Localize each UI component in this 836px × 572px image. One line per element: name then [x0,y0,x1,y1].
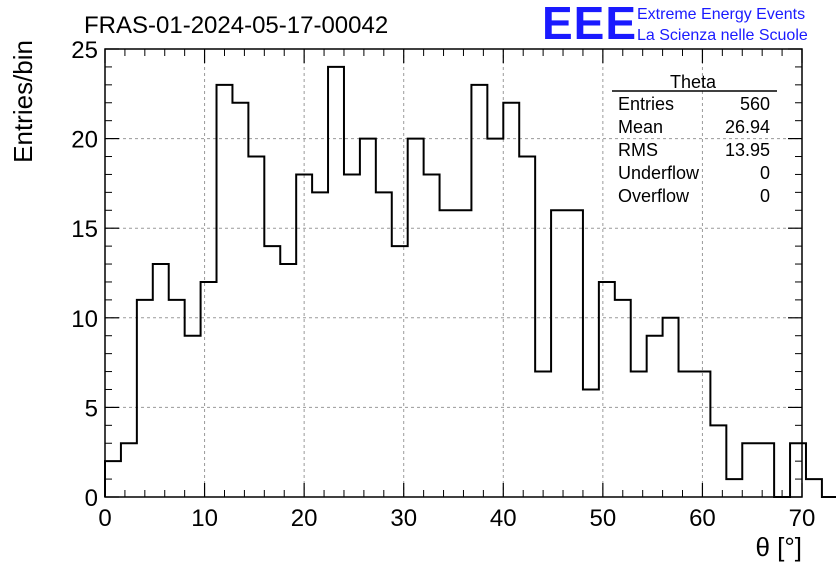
y-tick-label: 0 [85,485,98,512]
histogram-bin [631,372,647,497]
x-axis-title: θ [°] [755,532,802,562]
x-tick-label: 60 [689,505,716,532]
histogram-bin [217,85,233,497]
stats-label-underflow: Underflow [618,163,700,183]
y-tick-label: 20 [71,127,98,154]
stats-value-underflow: 0 [760,163,770,183]
histogram-bin [408,139,424,497]
histogram-bin [663,318,679,497]
histogram-bin [328,67,344,497]
histogram-bin [599,282,615,497]
histogram-bin [647,336,663,497]
y-tick-label: 10 [71,306,98,333]
x-tick-labels: 0 10 20 30 40 50 60 70 [98,505,815,532]
histogram-bin [360,139,376,497]
stats-value-mean: 26.94 [725,117,770,137]
y-tick-labels: 0 5 10 15 20 25 [71,37,98,512]
y-tick-label: 5 [85,395,98,422]
stats-label-rms: RMS [618,140,658,160]
histogram-bin [567,210,583,497]
histogram-bin [185,336,201,497]
histogram-bin [169,300,185,497]
histogram-bin [455,210,471,497]
histogram-series [104,65,836,498]
histogram-bin [376,192,392,497]
histogram-bin [471,85,487,497]
histogram-bin [137,300,153,497]
x-tick-label: 30 [390,505,417,532]
plot-frame [104,48,803,498]
histogram-bin [806,479,822,497]
x-tick-label: 40 [490,505,517,532]
histogram-bin [583,389,599,497]
histogram-bin [201,282,217,497]
histogram-bin [551,210,567,497]
stats-label-overflow: Overflow [618,186,690,206]
y-axis-title: Entries/bin [8,40,38,163]
histogram-bin [344,174,360,497]
x-tick-label: 0 [98,505,111,532]
histogram-bin [487,139,503,497]
histogram-bin [519,157,535,497]
histogram-outline [104,65,836,498]
eee-logo-mark: EEE [542,0,637,49]
histogram-bin [726,479,742,497]
stats-label-mean: Mean [618,117,663,137]
histogram-bin [312,192,328,497]
stats-box: Theta Entries 560 Mean 26.94 RMS 13.95 U… [612,72,777,206]
stats-label-entries: Entries [618,94,674,114]
histogram-bin [710,425,726,497]
eee-logo: EEE Extreme Energy Events La Scienza nel… [542,0,808,49]
stats-title: Theta [670,72,717,92]
stats-value-overflow: 0 [760,186,770,206]
histogram-bin [440,210,456,497]
x-tick-label: 50 [590,505,617,532]
histogram-bin [615,300,631,497]
stats-value-rms: 13.95 [725,140,770,160]
x-tick-label: 20 [291,505,318,532]
y-tick-label: 25 [71,37,98,64]
histogram-bin [280,264,296,497]
axis-ticks [104,48,803,498]
histogram-bin [694,372,710,497]
histogram-bin [679,372,695,497]
logo-line-1: Extreme Energy Events [637,6,805,23]
histogram-bin [153,264,169,497]
stats-value-entries: 560 [740,94,770,114]
histogram-bin [232,103,248,497]
histogram-bin [424,174,440,497]
chart-title: FRAS-01-2024-05-17-00042 [84,12,388,39]
x-tick-label: 70 [789,505,816,532]
histogram-bin [264,246,280,497]
logo-line-2: La Scienza nelle Scuole [637,27,808,44]
histogram-bin [790,443,806,497]
histogram-bin [535,372,551,497]
histogram-bin [503,103,519,497]
histogram-bin [296,174,312,497]
histogram-bin [248,157,264,497]
histogram-bin [758,443,774,497]
y-tick-label: 15 [71,216,98,243]
x-tick-label: 10 [191,505,218,532]
histogram-bin [121,443,137,497]
histogram-bin [742,443,758,497]
histogram-bin [392,246,408,497]
